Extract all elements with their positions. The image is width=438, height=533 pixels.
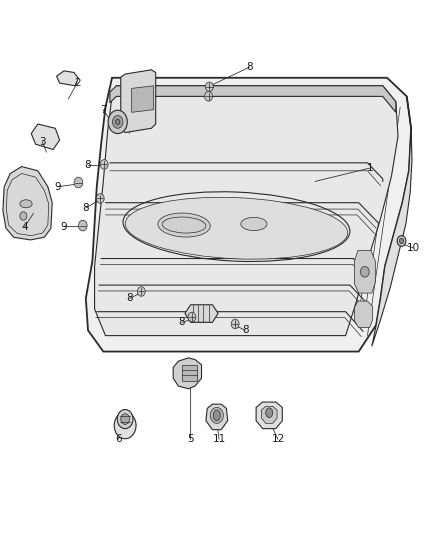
Polygon shape [173, 358, 201, 389]
Circle shape [96, 193, 104, 203]
Circle shape [116, 119, 120, 125]
Text: 4: 4 [21, 222, 28, 232]
Circle shape [100, 160, 108, 169]
Ellipse shape [266, 408, 273, 417]
Text: 6: 6 [115, 434, 122, 445]
Text: 10: 10 [407, 243, 420, 253]
Text: 12: 12 [271, 434, 285, 445]
Polygon shape [256, 402, 283, 429]
Circle shape [397, 236, 406, 246]
Text: 8: 8 [179, 317, 185, 327]
Polygon shape [182, 365, 197, 381]
Ellipse shape [125, 197, 348, 259]
Polygon shape [185, 305, 218, 322]
Circle shape [360, 266, 369, 277]
Circle shape [138, 94, 145, 102]
Polygon shape [354, 301, 373, 328]
Polygon shape [3, 166, 52, 240]
Circle shape [117, 409, 133, 429]
Circle shape [114, 412, 136, 439]
Ellipse shape [210, 407, 223, 423]
Polygon shape [206, 404, 228, 430]
Circle shape [121, 414, 130, 424]
Ellipse shape [241, 217, 267, 231]
Ellipse shape [158, 213, 210, 237]
Circle shape [113, 116, 123, 128]
Circle shape [205, 82, 213, 92]
Text: 1: 1 [366, 163, 373, 173]
Text: 9: 9 [54, 182, 61, 192]
Text: 8: 8 [126, 293, 133, 303]
Polygon shape [261, 406, 277, 423]
Polygon shape [372, 96, 412, 346]
Ellipse shape [20, 200, 32, 208]
Text: 5: 5 [187, 434, 194, 445]
Circle shape [74, 177, 83, 188]
Polygon shape [86, 78, 411, 352]
Circle shape [108, 110, 127, 134]
Text: 2: 2 [74, 78, 81, 88]
Circle shape [205, 92, 212, 101]
Polygon shape [354, 251, 375, 293]
Text: 8: 8 [82, 203, 89, 213]
Polygon shape [132, 86, 153, 112]
Text: 11: 11 [212, 434, 226, 445]
Text: 7: 7 [100, 104, 106, 115]
Polygon shape [57, 71, 78, 86]
Polygon shape [31, 124, 60, 150]
Circle shape [231, 319, 239, 329]
Text: 3: 3 [39, 136, 46, 147]
Circle shape [138, 287, 145, 296]
Polygon shape [121, 70, 155, 133]
Text: 8: 8 [246, 62, 253, 72]
Circle shape [188, 312, 196, 322]
Text: 8: 8 [85, 160, 92, 171]
Polygon shape [110, 86, 396, 112]
Text: 9: 9 [61, 222, 67, 232]
Circle shape [78, 220, 87, 231]
Ellipse shape [213, 410, 220, 421]
Circle shape [20, 212, 27, 220]
Text: 8: 8 [242, 325, 248, 335]
Circle shape [399, 238, 404, 244]
Polygon shape [95, 86, 398, 336]
